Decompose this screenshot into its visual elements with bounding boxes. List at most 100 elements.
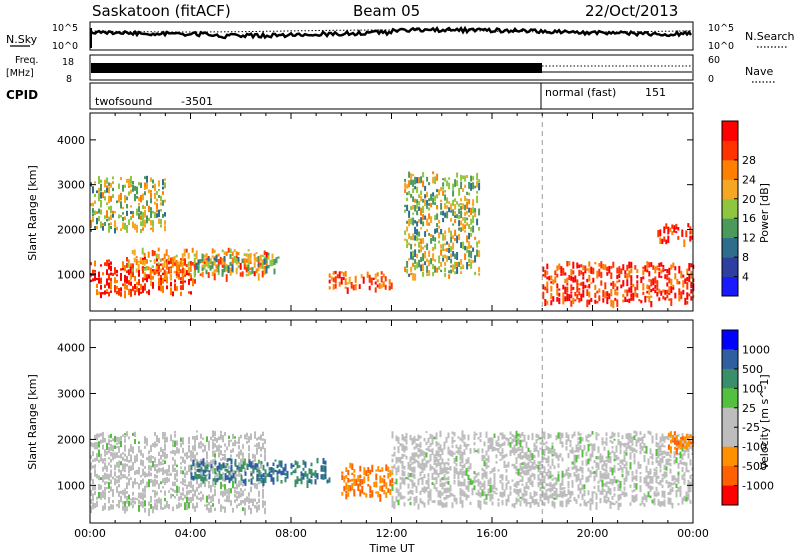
- echo-cell: [144, 493, 146, 498]
- echo-cell: [413, 501, 416, 506]
- echo-cell: [601, 464, 604, 471]
- echo-cell: [165, 259, 168, 263]
- echo-cell: [679, 459, 682, 465]
- echo-cell: [128, 219, 130, 225]
- echo-cell: [485, 494, 488, 500]
- echo-cell: [160, 218, 162, 225]
- echo-cell: [543, 448, 546, 456]
- echo-cell: [689, 445, 692, 449]
- echo-cell: [128, 191, 130, 196]
- echo-cell: [140, 259, 142, 264]
- echo-cell: [120, 461, 122, 466]
- echo-cell: [353, 469, 356, 473]
- echo-cell: [406, 204, 409, 211]
- echo-cell: [397, 465, 400, 473]
- echo-cell: [499, 452, 502, 456]
- echo-cell: [194, 489, 196, 497]
- echo-cell: [551, 492, 554, 499]
- echo-cell: [469, 463, 472, 470]
- echo-cell: [447, 487, 450, 493]
- echo-cell: [385, 492, 388, 498]
- echo-cell: [225, 274, 228, 282]
- echo-cell: [551, 478, 554, 481]
- echo-cell: [132, 446, 134, 454]
- echo-cell: [464, 211, 467, 216]
- echo-cell: [218, 462, 221, 470]
- echo-cell: [267, 252, 270, 256]
- echo-cell: [258, 490, 260, 497]
- echo-cell: [158, 188, 160, 192]
- echo-cell: [539, 478, 542, 486]
- echo-cell: [421, 450, 424, 456]
- echo-cell: [347, 478, 350, 483]
- echo-cell: [472, 207, 475, 214]
- echo-cell: [446, 248, 449, 252]
- echo-cell: [397, 446, 400, 454]
- echo-cell: [190, 450, 192, 458]
- echo-cell: [110, 486, 112, 492]
- echo-cell: [665, 466, 668, 471]
- echo-cell: [659, 436, 662, 439]
- echo-cell: [466, 222, 469, 226]
- echo-cell: [589, 443, 592, 447]
- echo-cell: [545, 441, 548, 444]
- echo-cell: [429, 449, 432, 452]
- echo-cell: [116, 280, 118, 283]
- echo-cell: [258, 436, 260, 440]
- echo-cell: [460, 198, 463, 202]
- echo-cell: [497, 435, 500, 441]
- echo-cell: [382, 281, 385, 288]
- echo-cell: [448, 256, 451, 260]
- echo-cell: [655, 466, 658, 469]
- echo-cell: [118, 483, 120, 488]
- echo-cell: [452, 199, 455, 206]
- echo-cell: [340, 271, 343, 274]
- echo-cell: [525, 482, 528, 489]
- echo-cell: [649, 456, 652, 459]
- echo-cell: [162, 507, 164, 510]
- echo-cell: [246, 464, 249, 470]
- echo-cell: [442, 210, 445, 216]
- echo-cell: [196, 435, 198, 440]
- echo-cell: [201, 264, 204, 268]
- echo-cell: [435, 457, 438, 463]
- echo-cell: [456, 252, 459, 260]
- echo-cell: [662, 264, 665, 268]
- echo-cell: [127, 263, 130, 268]
- echo-cell: [206, 464, 209, 470]
- echo-cell: [213, 258, 216, 264]
- echo-cell: [247, 264, 250, 271]
- echo-cell: [180, 456, 182, 459]
- echo-cell: [470, 245, 473, 249]
- echo-cell: [184, 273, 186, 277]
- echo-cell: [118, 445, 120, 453]
- echo-cell: [617, 463, 620, 466]
- echo-cell: [170, 487, 172, 491]
- velocity-colorbar-label: Velocity [m s^-1]: [758, 374, 771, 469]
- echo-cell: [551, 484, 554, 492]
- colorbar-swatch: [722, 257, 738, 277]
- echo-cell: [110, 272, 112, 276]
- echo-cell: [144, 210, 146, 218]
- echo-cell: [236, 474, 238, 477]
- freq-left-label: Freq.: [15, 55, 38, 66]
- echo-cell: [224, 499, 226, 502]
- echo-cell: [96, 226, 98, 230]
- echo-cell: [665, 435, 668, 440]
- echo-cell: [205, 253, 208, 258]
- echo-cell: [431, 434, 434, 438]
- echo-cell: [196, 430, 198, 433]
- echo-cell: [479, 432, 482, 438]
- echo-cell: [628, 298, 631, 303]
- echo-cell: [463, 441, 466, 447]
- echo-cell: [134, 193, 136, 202]
- echo-cell: [675, 223, 678, 227]
- echo-cell: [681, 497, 684, 505]
- echo-cell: [553, 451, 556, 457]
- echo-cell: [611, 450, 614, 453]
- echo-cell: [106, 473, 108, 480]
- echo-cell: [206, 478, 208, 482]
- echo-cell: [196, 468, 199, 472]
- echo-cell: [106, 218, 108, 222]
- echo-cell: [160, 274, 162, 278]
